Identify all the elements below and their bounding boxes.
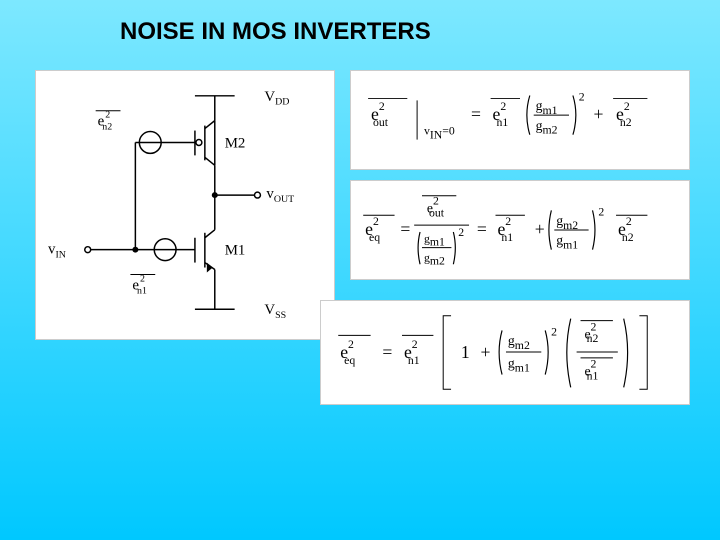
eq1-t2-sub: n2 [620,116,632,129]
m1-label: M1 [225,243,246,259]
eq1-equals: = [471,104,481,124]
eq1-lhs-sup: 2 [379,100,385,113]
svg-text:vOUT: vOUT [266,186,294,205]
eq3-one: 1 [461,342,470,362]
en2-sup: 2 [105,110,110,121]
svg-text:e2n2: e2n2 [98,110,113,133]
eq2-equals1: = [400,219,410,239]
equation-3: e2eq = e2n1 1 + gm2 gm1 2 e2n2 e2n1 [320,300,690,405]
vss-label: V [264,302,275,318]
eq1-cond-val: =0 [442,125,455,138]
vdd-label: V [264,89,275,105]
svg-text:gm1: gm1 [556,233,578,252]
svg-text:gm2: gm2 [556,213,578,232]
svg-text:e2n2: e2n2 [616,100,632,129]
eq3-equals: = [382,342,392,362]
m2-label: M2 [225,135,246,151]
eq2-lhs-sub: eq [369,231,380,244]
svg-text:e2eq: e2eq [365,215,380,244]
page-title: NOISE IN MOS INVERTERS [120,18,431,46]
eq3-gm1-sub: m1 [515,362,530,375]
svg-text:gm2: gm2 [536,118,558,137]
eq2-equals2: = [477,219,487,239]
eq2-exp: 2 [598,205,604,218]
svg-text:vIN=0: vIN=0 [424,125,455,142]
eq2-lhs-sup: 2 [373,215,379,228]
eq1-t1-sup: 2 [500,100,506,113]
svg-text:e2n1: e2n1 [497,215,513,244]
circuit-diagram: VDD e2n2 M2 vOUT vIN e2n1 M1 VSS [35,70,335,340]
svg-text:vIN: vIN [48,242,66,261]
eq1-cond-sub: IN [430,129,443,142]
vdd-sub: DD [275,97,289,108]
en1-sub: n1 [137,285,147,296]
svg-text:e2out: e2out [371,100,389,129]
eq3-lhs-sup: 2 [348,338,354,351]
eq2-t1-sub: n1 [501,231,513,244]
eq1-t2-sup: 2 [624,100,630,113]
eq2-t2-sub: n2 [622,231,634,244]
eq1-gm2-sub: m2 [543,124,558,137]
eq1-t1-sub: n1 [496,116,508,129]
eq3-gm2-sub: m2 [515,339,530,352]
eq3-fn-bot-sub: n1 [587,369,599,382]
eq3-t1-sub: n1 [408,354,420,367]
svg-text:VDD: VDD [264,89,289,108]
svg-text:e2eq: e2eq [340,338,355,367]
vin-sub: IN [55,250,65,261]
eq1-exp: 2 [579,90,585,103]
eq3-t1-sup: 2 [412,338,418,351]
eq1-plus: + [594,104,604,124]
equation-2: e2eq = e2out gm1 gm2 2 = e2n1 + gm2 gm1 … [350,180,690,280]
eq3-plus: + [480,342,490,362]
svg-text:e2n1: e2n1 [493,100,509,129]
svg-text:gm1: gm1 [508,356,530,375]
svg-text:e2out: e2out [427,195,445,220]
svg-text:e2n2: e2n2 [584,320,598,345]
svg-text:e2n1: e2n1 [132,273,147,296]
eq2-den-exp: 2 [458,226,464,239]
eq3-lhs-sub: eq [344,354,355,367]
svg-text:e2n2: e2n2 [618,215,634,244]
circuit-svg: VDD e2n2 M2 vOUT vIN e2n1 M1 VSS [36,71,334,339]
svg-text:gm1: gm1 [424,233,445,249]
eq3-exp: 2 [551,325,557,338]
svg-text:gm2: gm2 [424,251,445,267]
svg-text:e2n1: e2n1 [584,358,598,383]
vout-sub: OUT [274,194,294,205]
equation-1: e2out vIN=0 = e2n1 gm1 gm2 2 + e2n2 [350,70,690,170]
eq2-gm1-sub: m1 [563,239,578,252]
en2-sub: n2 [102,122,112,133]
eq2-num-sub: out [429,206,445,219]
eq3-fn-top-sub: n2 [587,332,599,345]
eq2-t1-sup: 2 [505,215,511,228]
eq2-den-gm2-sub: m2 [430,254,445,267]
eq2-t2-sup: 2 [626,215,632,228]
vss-sub: SS [275,310,286,321]
eq2-plus: + [535,219,545,239]
svg-text:e2n1: e2n1 [404,338,420,367]
svg-text:gm1: gm1 [536,98,558,117]
en1-sup: 2 [140,273,145,284]
eq2-den-gm1-sub: m1 [430,236,445,249]
svg-text:VSS: VSS [264,302,286,321]
svg-text:gm2: gm2 [508,333,530,352]
eq1-lhs-sub: out [373,116,389,129]
